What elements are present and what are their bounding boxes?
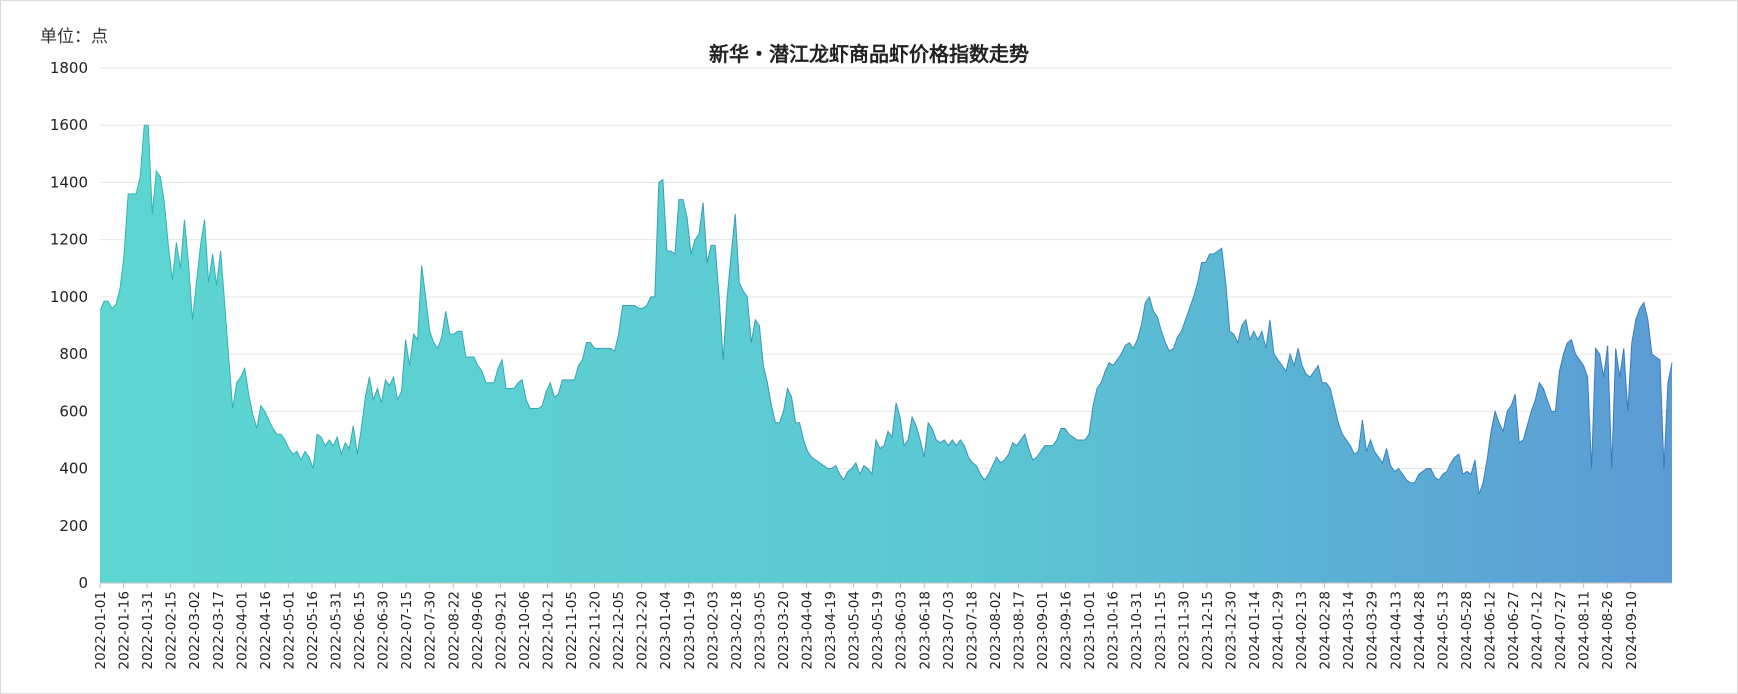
x-tick-label: 2023-12-30 [1223, 591, 1239, 669]
x-tick-label: 2023-11-30 [1176, 591, 1192, 669]
x-tick-label: 2023-08-17 [1011, 591, 1027, 669]
x-tick-label: 2022-06-30 [376, 591, 392, 669]
x-tick-label: 2023-03-05 [752, 591, 768, 669]
x-tick-label: 2022-03-17 [211, 591, 227, 669]
x-tick-label: 2022-06-15 [352, 591, 368, 669]
x-tick-label: 2023-03-20 [776, 591, 792, 669]
x-tick-label: 2023-01-04 [658, 591, 674, 669]
x-tick-label: 2024-01-14 [1247, 591, 1263, 669]
x-tick-label: 2022-05-01 [281, 591, 297, 669]
x-tick-label: 2022-11-20 [588, 591, 604, 669]
x-tick-label: 2023-01-19 [682, 591, 698, 669]
x-tick-label: 2022-10-06 [517, 591, 533, 669]
y-tick-label: 800 [59, 345, 88, 363]
x-tick-label: 2024-06-12 [1482, 591, 1498, 669]
x-tick-label: 2022-10-21 [540, 591, 556, 669]
x-tick-label: 2024-08-26 [1600, 591, 1616, 669]
x-tick-label: 2022-05-16 [305, 591, 321, 669]
x-tick-label: 2024-07-27 [1553, 591, 1569, 669]
x-tick-label: 2022-01-16 [117, 591, 133, 669]
x-tick-label: 2022-07-30 [423, 591, 439, 669]
x-tick-label: 2023-02-18 [729, 591, 745, 669]
x-tick-label: 2024-07-12 [1530, 591, 1546, 669]
x-tick-label: 2024-05-13 [1435, 591, 1451, 669]
y-tick-label: 1000 [50, 288, 88, 306]
x-tick-label: 2022-01-01 [93, 591, 109, 669]
x-tick-label: 2022-07-15 [399, 591, 415, 669]
x-tick-label: 2023-10-01 [1082, 591, 1098, 669]
x-tick-label: 2023-02-03 [705, 591, 721, 669]
series-area-fill [100, 125, 1672, 583]
x-tick-label: 2023-07-18 [964, 591, 980, 669]
x-tick-label: 2022-12-05 [611, 591, 627, 669]
x-tick-label: 2024-04-13 [1388, 591, 1404, 669]
x-tick-label: 2023-10-31 [1129, 591, 1145, 669]
x-tick-label: 2022-03-02 [187, 591, 203, 669]
x-tick-label: 2022-04-01 [234, 591, 250, 669]
y-axis: 0 200 400 600 800 1000 1200 1400 1600 1800 [50, 59, 88, 592]
x-tick-label: 2023-09-16 [1059, 591, 1075, 669]
x-tick-label: 2024-03-14 [1341, 591, 1357, 669]
x-tick-label: 2023-04-19 [823, 591, 839, 669]
x-tick-label: 2022-08-22 [446, 591, 462, 669]
x-tick-label: 2022-04-16 [258, 591, 274, 669]
x-tick-label: 2022-09-21 [493, 591, 509, 669]
series-line [99, 124, 1673, 495]
unit-label: 单位：点 [40, 27, 108, 47]
x-tick-label: 2023-10-16 [1106, 591, 1122, 669]
chart-title: 新华・潜江龙虾商品虾价格指数走势 [709, 42, 1029, 66]
x-tick-label: 2023-12-15 [1200, 591, 1216, 669]
x-tick-label: 2023-04-04 [800, 591, 816, 669]
x-tick-label: 2023-06-18 [917, 591, 933, 669]
series-area [99, 124, 1673, 583]
x-tick-label: 2022-01-31 [140, 591, 156, 669]
x-tick-label: 2023-05-04 [847, 591, 863, 669]
x-tick-label: 2023-11-15 [1153, 591, 1169, 669]
x-tick-label: 2022-02-15 [164, 591, 180, 669]
x-tick-label: 2024-05-28 [1459, 591, 1475, 669]
x-tick-label: 2024-01-29 [1271, 591, 1287, 669]
y-tick-label: 1800 [50, 59, 88, 77]
x-tick-label: 2024-02-13 [1294, 591, 1310, 669]
x-tick-label: 2022-11-05 [564, 591, 580, 669]
x-tick-labels: 2022-01-01 2022-01-16 2022-01-31 2022-02-15… [93, 583, 1640, 669]
y-tick-label: 1600 [50, 116, 88, 134]
x-tick-label: 2023-09-01 [1035, 591, 1051, 669]
x-tick-label: 2024-02-28 [1318, 591, 1334, 669]
y-tick-label: 1200 [50, 231, 88, 249]
x-tick-label: 2024-06-27 [1506, 591, 1522, 669]
x-tick-label: 2023-06-03 [894, 591, 910, 669]
y-tick-label: 400 [59, 460, 88, 478]
x-tick-label: 2022-09-06 [470, 591, 486, 669]
x-tick-label: 2024-04-28 [1412, 591, 1428, 669]
x-tick-label: 2023-05-19 [870, 591, 886, 669]
x-tick-label: 2022-05-31 [329, 591, 345, 669]
x-tick-label: 2023-08-02 [988, 591, 1004, 669]
x-tick-label: 2024-03-29 [1365, 591, 1381, 669]
y-tick-label: 600 [59, 402, 88, 420]
x-tick-label: 2024-09-10 [1624, 591, 1640, 669]
y-tick-label: 0 [78, 574, 88, 592]
x-tick-label: 2022-12-20 [635, 591, 651, 669]
y-tick-label: 1400 [50, 173, 88, 191]
y-tick-label: 200 [59, 517, 88, 535]
x-tick-label: 2024-08-11 [1577, 591, 1593, 669]
x-tick-label: 2023-07-03 [941, 591, 957, 669]
